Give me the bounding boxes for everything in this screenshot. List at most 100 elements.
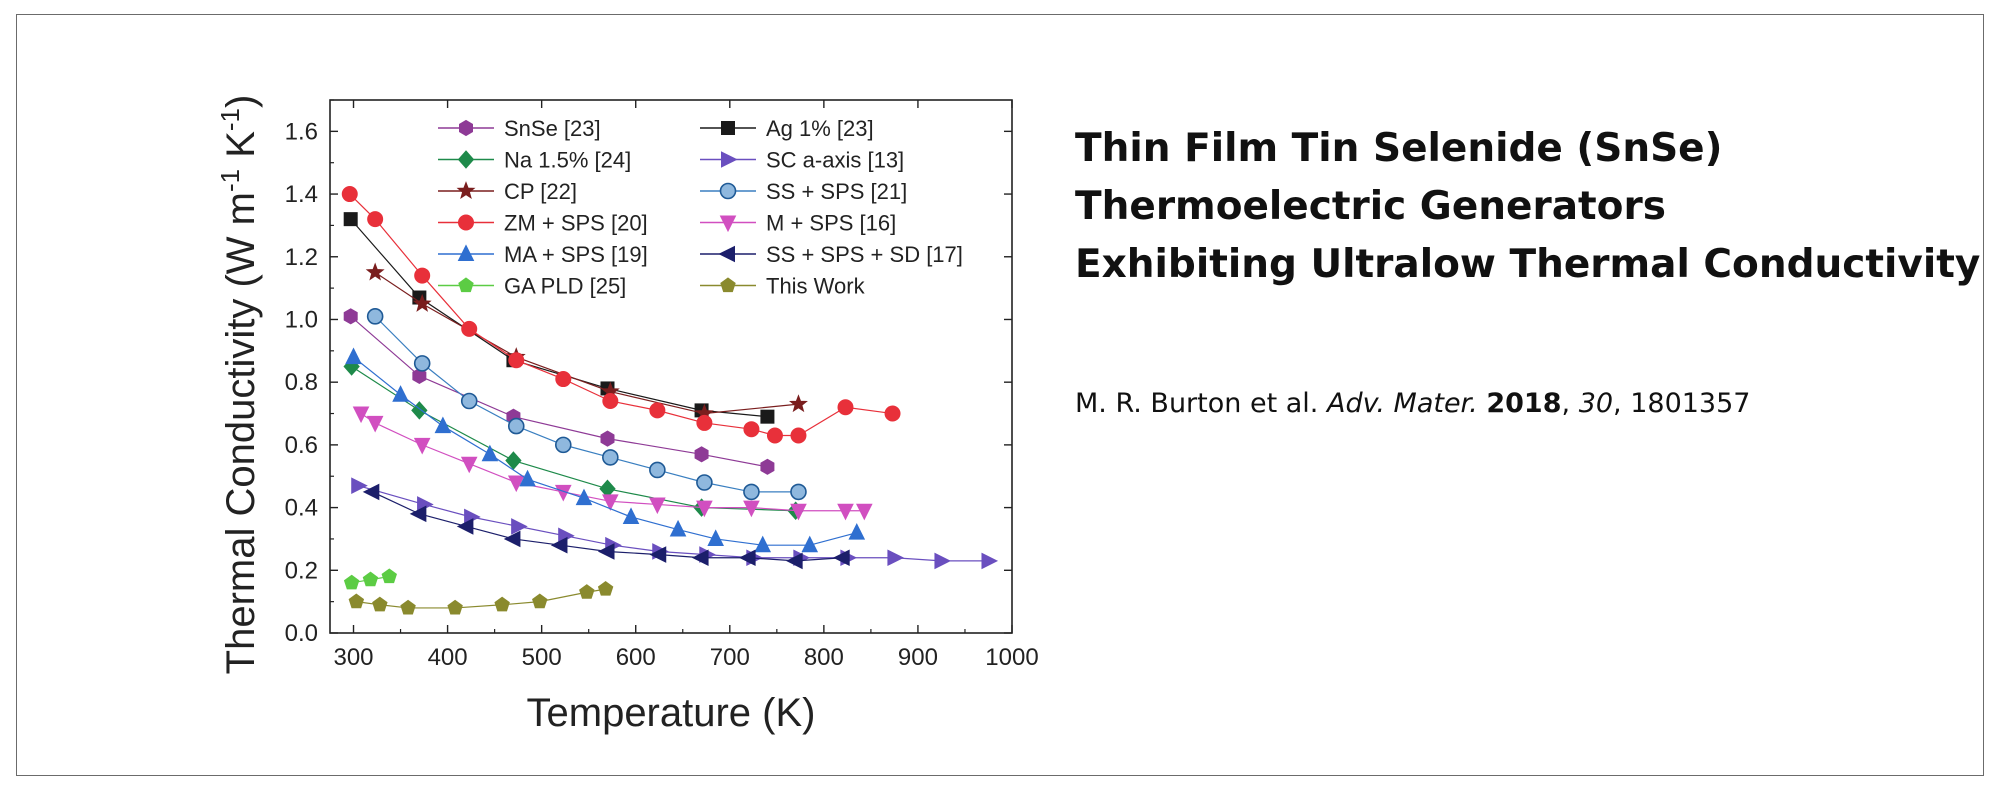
data-point bbox=[555, 371, 572, 388]
legend-label: SC a-axis [13] bbox=[766, 148, 904, 173]
data-point bbox=[602, 494, 619, 511]
data-point bbox=[837, 399, 854, 416]
poster-title: Thin Film Tin Selenide (SnSe) Thermoelec… bbox=[1075, 120, 1981, 294]
data-point bbox=[351, 477, 368, 494]
y-tick-label: 0.2 bbox=[285, 557, 318, 584]
y-tick-label: 0.0 bbox=[285, 620, 318, 647]
data-point bbox=[343, 574, 360, 590]
title-line-2: Thermoelectric Generators bbox=[1075, 184, 1666, 229]
data-point bbox=[790, 503, 807, 521]
x-tick-label: 700 bbox=[710, 644, 750, 671]
y-tick-label: 1.0 bbox=[285, 306, 318, 333]
legend-marker bbox=[721, 151, 738, 168]
citation-authors: M. R. Burton et al. bbox=[1075, 388, 1319, 419]
data-point bbox=[381, 568, 397, 584]
citation-journal: Adv. Mater. bbox=[1326, 388, 1478, 419]
legend-item: MA + SPS [19] bbox=[438, 242, 648, 267]
data-point bbox=[600, 430, 615, 447]
data-point bbox=[460, 392, 478, 410]
data-point bbox=[460, 456, 478, 474]
data-point bbox=[602, 449, 619, 466]
data-point bbox=[554, 436, 572, 454]
data-point bbox=[352, 406, 370, 424]
data-point bbox=[343, 212, 358, 227]
data-point bbox=[649, 546, 667, 563]
legend-marker bbox=[719, 182, 737, 200]
y-tick-label: 1.2 bbox=[285, 244, 318, 271]
data-point bbox=[481, 444, 499, 462]
y-label-sup-1: -1 bbox=[215, 169, 245, 192]
data-point bbox=[409, 505, 427, 523]
legend-item: Ag 1% [23] bbox=[700, 116, 874, 141]
legend-marker bbox=[458, 277, 474, 293]
data-point bbox=[981, 552, 999, 570]
series-line bbox=[374, 315, 799, 493]
data-point bbox=[597, 580, 614, 596]
y-tick-label: 0.8 bbox=[285, 369, 318, 396]
data-point bbox=[833, 549, 850, 567]
x-tick-label: 900 bbox=[898, 644, 938, 671]
data-point bbox=[372, 596, 388, 612]
series-3 bbox=[351, 477, 999, 570]
y-label-close: ) bbox=[219, 95, 263, 108]
legend-item: SS + SPS + SD [17] bbox=[700, 242, 963, 267]
legend-marker bbox=[457, 244, 475, 261]
data-point bbox=[413, 355, 431, 372]
x-tick-label: 1000 bbox=[985, 644, 1038, 671]
data-point bbox=[694, 446, 709, 463]
series-10 bbox=[343, 568, 397, 590]
legend-label: This Work bbox=[766, 274, 866, 299]
series-11 bbox=[348, 580, 614, 615]
data-point bbox=[508, 352, 525, 369]
data-point bbox=[434, 416, 452, 434]
data-point bbox=[696, 500, 713, 518]
data-point bbox=[447, 599, 463, 615]
data-point bbox=[456, 518, 474, 535]
data-point bbox=[934, 552, 952, 570]
data-point bbox=[503, 530, 521, 548]
title-line-3: Exhibiting Ultralow Thermal Conductivity bbox=[1075, 242, 1981, 287]
data-point bbox=[649, 461, 666, 479]
plot-area-border bbox=[329, 99, 1013, 634]
legend-marker bbox=[719, 215, 737, 233]
citation: M. R. Burton et al. Adv. Mater. 2018, 30… bbox=[1075, 388, 1750, 419]
data-point bbox=[343, 308, 358, 325]
citation-article: 1801357 bbox=[1630, 388, 1751, 419]
series-6 bbox=[341, 186, 901, 444]
series-line bbox=[353, 356, 857, 546]
legend-label: CP [22] bbox=[504, 179, 577, 204]
legend-item: SS + SPS [21] bbox=[700, 179, 907, 204]
data-point bbox=[511, 518, 528, 535]
data-point bbox=[669, 519, 687, 537]
y-tick-label: 0.6 bbox=[285, 432, 318, 459]
data-point bbox=[362, 483, 380, 501]
legend-item: SC a-axis [13] bbox=[700, 148, 904, 173]
data-point bbox=[367, 211, 384, 228]
x-tick-label: 800 bbox=[804, 644, 844, 671]
y-label-main: Thermal Conductivity (W m bbox=[219, 192, 263, 674]
data-point bbox=[884, 405, 901, 422]
data-point bbox=[743, 421, 760, 438]
data-point bbox=[691, 549, 709, 567]
data-point bbox=[494, 596, 510, 612]
data-point bbox=[575, 488, 593, 506]
legend-marker bbox=[459, 119, 473, 137]
title-line-1: Thin Film Tin Selenide (SnSe) bbox=[1075, 126, 1723, 171]
data-point bbox=[341, 186, 358, 203]
data-point bbox=[392, 385, 409, 402]
y-tick-label: 1.6 bbox=[285, 118, 318, 145]
series-line bbox=[350, 315, 768, 468]
data-point bbox=[738, 549, 756, 567]
data-point bbox=[362, 571, 379, 587]
data-point bbox=[348, 593, 365, 609]
data-point bbox=[412, 293, 432, 312]
legend-label: Ag 1% [23] bbox=[766, 116, 874, 141]
data-point bbox=[760, 409, 775, 424]
data-point bbox=[649, 497, 666, 515]
data-point bbox=[550, 536, 568, 554]
legend-marker bbox=[456, 181, 476, 200]
legend-item: SnSe [23] bbox=[438, 116, 601, 141]
data-point bbox=[754, 535, 772, 553]
legend-label: SS + SPS [21] bbox=[766, 179, 907, 204]
